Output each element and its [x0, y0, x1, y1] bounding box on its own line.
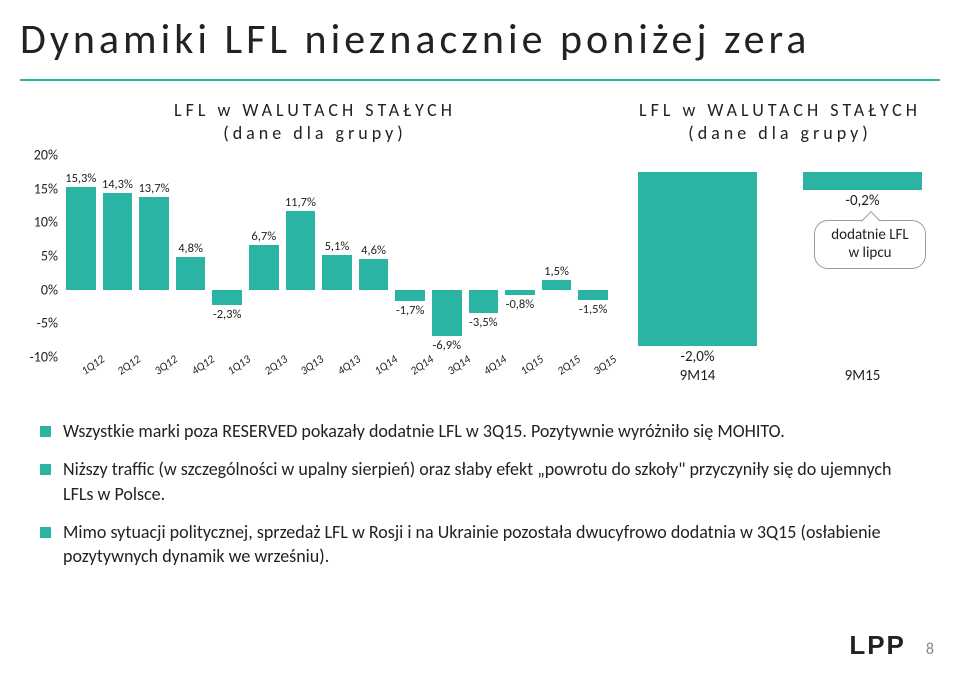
left-bar-col: 4,6%1Q14	[357, 155, 391, 357]
left-bar-col: 6,7%2Q13	[247, 155, 281, 357]
left-bar-col: 1,5%2Q15	[540, 155, 574, 357]
left-bar-value: -1,7%	[396, 303, 425, 318]
page-title: Dynamiki LFL nieznacznie poniżej zera	[0, 0, 960, 71]
left-bar	[176, 257, 206, 289]
left-bar	[212, 290, 242, 305]
left-bar	[578, 290, 608, 300]
left-bar-col: -2,3%1Q13	[210, 155, 244, 357]
left-bar-value: 15,3%	[65, 171, 96, 186]
left-chart-title: LFL w WALUTACH STAŁYCH (dane dla grupy)	[20, 99, 610, 149]
bullet-text: Niższy traffic (w szczególności w upalny…	[63, 457, 920, 506]
left-bar	[139, 197, 169, 289]
bullet-list: Wszystkie marki poza RESERVED pokazały d…	[0, 385, 960, 568]
left-bar-col: -1,7%2Q14	[393, 155, 427, 357]
left-bar-value: 13,7%	[138, 181, 169, 196]
bullet-item: Niższy traffic (w szczególności w upalny…	[40, 457, 920, 506]
left-y-tick: 10%	[18, 214, 58, 231]
left-bar-col: 15,3%1Q12	[64, 155, 98, 357]
left-chart-title-2: (dane dla grupy)	[223, 122, 406, 144]
left-bar-value: 5,1%	[325, 239, 350, 254]
right-bar-col: -2,0%9M14	[630, 155, 765, 363]
left-bar-value: -3,5%	[469, 315, 498, 330]
left-bar	[66, 187, 96, 290]
right-chart-title: LFL w WALUTACH STAŁYCH (dane dla grupy)	[620, 99, 940, 149]
bullet-item: Mimo sytuacji politycznej, sprzedaż LFL …	[40, 520, 920, 569]
left-bar	[103, 193, 133, 289]
left-bar-col: -3,5%4Q14	[467, 155, 501, 357]
left-bar-value: -0,8%	[506, 297, 535, 312]
right-x-label: 9M15	[795, 367, 930, 385]
left-bar-value: 11,7%	[285, 195, 316, 210]
left-bar	[505, 290, 535, 295]
charts-row: LFL w WALUTACH STAŁYCH (dane dla grupy) …	[0, 81, 960, 385]
left-bar-value: 4,8%	[178, 241, 203, 256]
left-bar-value: 14,3%	[102, 177, 133, 192]
right-bar	[803, 172, 922, 189]
page-number: 8	[926, 640, 934, 659]
right-chart-title-1: LFL w WALUTACH STAŁYCH	[639, 99, 921, 121]
left-bar-value: -1,5%	[579, 302, 608, 317]
left-bar-col: 4,8%4Q12	[174, 155, 208, 357]
left-bar	[432, 290, 462, 336]
right-chart-title-2: (dane dla grupy)	[688, 122, 871, 144]
left-bar-col: -0,8%1Q15	[503, 155, 537, 357]
left-bar-col: -1,5%3Q15	[576, 155, 610, 357]
footer: LPP 8	[849, 630, 934, 661]
left-bar-value: 6,7%	[251, 229, 276, 244]
right-chart-area: -2,0%9M14-0,2%9M15dodatnie LFL w lipcu	[620, 155, 940, 385]
left-bar-col: 5,1%4Q13	[320, 155, 354, 357]
left-y-tick: 20%	[18, 147, 58, 164]
right-bar-value: -0,2%	[845, 192, 879, 210]
left-y-tick: 5%	[18, 248, 58, 265]
left-bar	[249, 245, 279, 290]
left-bar-value: 4,6%	[361, 243, 386, 258]
right-bar	[638, 172, 757, 345]
left-bar	[542, 280, 572, 290]
bullet-square-icon	[40, 527, 51, 538]
left-bar-col: 14,3%2Q12	[101, 155, 135, 357]
right-bar-value: -2,0%	[680, 348, 714, 366]
left-chart-panel: LFL w WALUTACH STAŁYCH (dane dla grupy) …	[20, 99, 610, 385]
left-bar	[469, 290, 499, 314]
left-bar	[322, 255, 352, 289]
left-bar-value: -2,3%	[213, 307, 242, 322]
left-chart-area: 20%15%10%5%0%-5%-10%15,3%1Q1214,3%2Q1213…	[20, 155, 610, 385]
left-y-tick: -10%	[18, 349, 58, 366]
logo: LPP	[849, 630, 906, 661]
bullet-text: Wszystkie marki poza RESERVED pokazały d…	[63, 419, 785, 443]
bullet-item: Wszystkie marki poza RESERVED pokazały d…	[40, 419, 920, 443]
left-y-tick: -5%	[18, 315, 58, 332]
bullet-text: Mimo sytuacji politycznej, sprzedaż LFL …	[63, 520, 920, 569]
left-bar-col: 13,7%3Q12	[137, 155, 171, 357]
left-bar	[395, 290, 425, 301]
left-bar-col: -6,9%3Q14	[430, 155, 464, 357]
left-chart-title-1: LFL w WALUTACH STAŁYCH	[174, 99, 456, 121]
right-chart-panel: LFL w WALUTACH STAŁYCH (dane dla grupy) …	[620, 99, 940, 385]
bullet-square-icon	[40, 426, 51, 437]
left-x-label: 3Q15	[591, 353, 620, 379]
left-bar-col: 11,7%3Q13	[284, 155, 318, 357]
right-x-label: 9M14	[630, 367, 765, 385]
left-bar	[359, 259, 389, 290]
left-bar-value: -6,9%	[432, 338, 461, 353]
left-bar-value: 1,5%	[544, 264, 569, 279]
bullet-square-icon	[40, 464, 51, 475]
left-bar	[286, 211, 316, 290]
left-y-tick: 0%	[18, 281, 58, 298]
left-y-tick: 15%	[18, 180, 58, 197]
